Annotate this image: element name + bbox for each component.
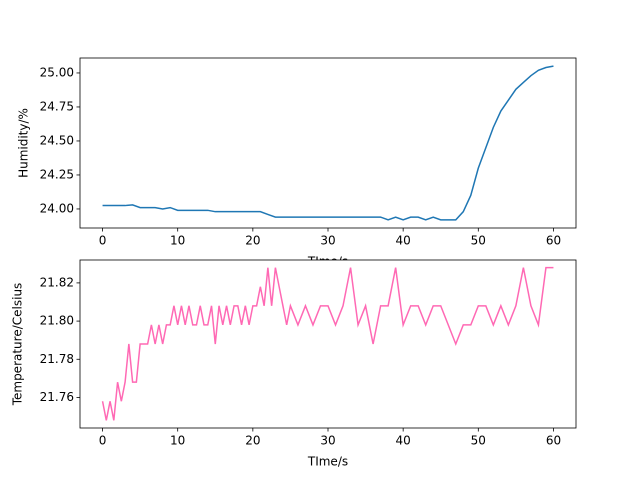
x-tick-label: 30 [320, 234, 335, 248]
y-tick-label: 24.25 [40, 167, 74, 181]
x-tick-label: 0 [99, 234, 107, 248]
x-axis-label: TIme/s [307, 455, 348, 469]
x-tick-label: 0 [99, 434, 107, 448]
x-tick-label: 10 [170, 434, 185, 448]
y-tick-label: 24.00 [40, 201, 74, 215]
y-tick-label: 25.00 [40, 65, 74, 79]
axes [79, 57, 577, 229]
x-tick-label: 50 [471, 234, 486, 248]
y-tick-label: 21.76 [40, 390, 74, 404]
x-tick-label: 30 [320, 434, 335, 448]
y-axis-label: Temperature/Celsius [11, 283, 25, 407]
y-tick-label: 21.82 [40, 275, 74, 289]
y-tick-label: 24.75 [40, 99, 74, 113]
y-tick-label: 21.80 [40, 314, 74, 328]
x-tick-label: 50 [471, 434, 486, 448]
x-tick-label: 60 [546, 434, 561, 448]
y-tick-label: 21.78 [40, 352, 74, 366]
x-tick-label: 20 [245, 234, 260, 248]
data-line [101, 266, 554, 421]
x-tick-label: 20 [245, 434, 260, 448]
data-line [102, 65, 554, 221]
x-tick-label: 10 [170, 234, 185, 248]
y-axis-label: Humidity/% [17, 108, 31, 178]
x-tick-label: 60 [546, 234, 561, 248]
x-tick-label: 40 [396, 434, 411, 448]
y-tick-label: 24.50 [40, 133, 74, 147]
x-tick-label: 40 [396, 234, 411, 248]
